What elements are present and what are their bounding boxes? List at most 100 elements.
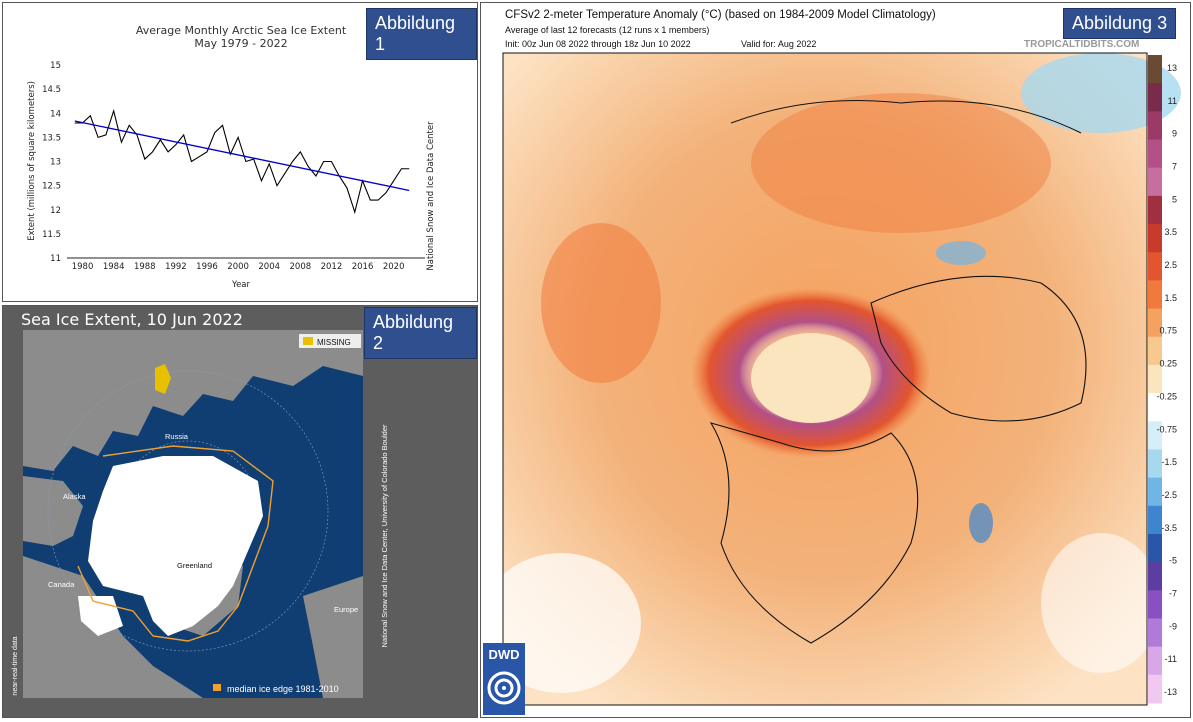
colorbar-swatch	[1148, 111, 1162, 141]
y-axis-label: Extent (millions of square kilometers)	[27, 81, 37, 241]
sea-ice-map-panel: Sea Ice Extent, 10 Jun 2022 Abbildung 2 …	[2, 305, 478, 718]
colorbar-label: 3.5	[1164, 227, 1177, 237]
chart-title: Average Monthly Arctic Sea Ice Extent	[136, 24, 347, 37]
valid-text: Valid for: Aug 2022	[741, 39, 817, 49]
colorbar: 13 11 9 7 5 3.5 2.5 1.5 0.75 0.25 -0.25 -0.75 -1.5 -2…	[1148, 55, 1177, 704]
median-ice-edge-line	[77, 445, 274, 642]
colorbar-label: -0.25	[1156, 391, 1177, 401]
colorbar-swatch	[1148, 449, 1162, 479]
y-tick-label: 12.5	[42, 182, 61, 192]
map-title: Sea Ice Extent, 10 Jun 2022	[21, 310, 243, 329]
y-tick-label: 14.5	[42, 85, 61, 95]
x-tick-label: 2004	[258, 262, 280, 272]
eurasia-outline	[870, 275, 1087, 422]
arctic-ice-map: MISSING median ice edge 1981-2010 Russia…	[12, 330, 389, 698]
y-tick-label: 12	[50, 206, 61, 216]
colorbar-label: -13	[1164, 687, 1177, 697]
colorbar-label: -1.5	[1161, 457, 1177, 467]
init-text: Init: 00z Jun 08 2022 through 18z Jun 10…	[505, 39, 691, 49]
cold-anomaly-patch	[1021, 53, 1181, 133]
dwd-swirl-icon	[487, 671, 521, 705]
chart-subtitle: May 1979 - 2022	[194, 37, 287, 50]
anomaly-title: CFSv2 2-meter Temperature Anomaly (°C) (…	[505, 9, 936, 21]
label-greenland: Greenland	[177, 561, 212, 570]
colorbar-swatch	[1148, 139, 1162, 169]
x-tick-label: 1992	[165, 262, 187, 272]
x-tick-label: 1984	[103, 262, 125, 272]
colorbar-swatch	[1148, 505, 1162, 535]
abbildung-3-badge: Abbildung 3	[1063, 8, 1177, 39]
y-tick-label: 11.5	[42, 230, 61, 240]
colorbar-label: 13	[1167, 63, 1177, 73]
europe-land	[303, 576, 363, 698]
colorbar-label: 5	[1172, 194, 1177, 204]
x-tick-label: 1996	[196, 262, 218, 272]
north-america-outline	[709, 422, 919, 644]
missing-legend-swatch	[303, 337, 313, 345]
colorbar-swatch	[1148, 674, 1162, 704]
colorbar-label: 2.5	[1164, 260, 1177, 270]
colorbar-swatch	[1148, 590, 1162, 619]
colorbar-swatch	[1148, 533, 1162, 563]
y-tick-label: 15	[50, 61, 61, 71]
missing-legend-label: MISSING	[317, 338, 351, 347]
y-tick-label: 13	[50, 158, 61, 168]
anomaly-map: 13 11 9 7 5 3.5 2.5 1.5 0.75 0.25 -0.25 -0.75 -1.5 -2…	[481, 52, 1181, 706]
colorbar-swatch	[1148, 618, 1162, 648]
x-tick-label: 2012	[321, 262, 343, 272]
abbildung-2-badge: Abbildung 2	[364, 307, 477, 359]
colorbar-swatch	[1148, 252, 1162, 281]
watermark: TROPICALTIDBITS.COM	[1024, 39, 1140, 50]
x-axis-label: Year	[231, 280, 251, 290]
label-alaska: Alaska	[63, 492, 86, 501]
trend-line	[74, 120, 410, 192]
colorbar-label: 11	[1168, 96, 1177, 106]
y-tick-label: 14	[50, 109, 61, 119]
colorbar-swatch	[1148, 308, 1162, 338]
colorbar-swatch	[1148, 280, 1162, 310]
colorbar-swatch	[1148, 224, 1162, 253]
x-tick-label: 2008	[290, 262, 312, 272]
alaska-land	[23, 476, 83, 546]
colorbar-label: -5	[1169, 556, 1177, 566]
colorbar-label: -7	[1169, 588, 1177, 598]
label-europe: Europe	[334, 605, 358, 614]
colorbar-swatch	[1148, 421, 1162, 450]
colorbar-swatch	[1148, 195, 1162, 225]
x-tick-label: 2016	[352, 262, 374, 272]
colorbar-swatch	[1148, 83, 1162, 112]
colorbar-label: -9	[1169, 621, 1177, 631]
colorbar-label: -3.5	[1161, 523, 1177, 533]
dwd-logo-text: DWD	[488, 647, 520, 662]
colorbar-swatch	[1148, 55, 1162, 84]
label-russia: Russia	[165, 432, 189, 441]
side-credit: National Snow and Ice Data Center, Unive…	[380, 424, 389, 648]
colorbar-swatch	[1148, 364, 1162, 394]
colorbar-label: -0.75	[1156, 424, 1177, 434]
colorbar-swatch	[1148, 167, 1162, 197]
colorbar-label: 0.25	[1159, 359, 1177, 369]
colorbar-swatch	[1148, 477, 1162, 507]
colorbar-swatch	[1148, 336, 1162, 366]
extent-series-line	[74, 108, 410, 215]
source-label: National Snow and Ice Data Center	[426, 121, 436, 271]
temperature-anomaly-panel: CFSv2 2-meter Temperature Anomaly (°C) (…	[480, 2, 1191, 718]
colorbar-label: -2.5	[1161, 490, 1177, 500]
sea-ice-line-chart: Average Monthly Arctic Sea Ice Extent Ma…	[27, 24, 436, 290]
colorbar-label: 1.5	[1164, 293, 1177, 303]
anomaly-subtitle: Average of last 12 forecasts (12 runs x …	[505, 25, 710, 35]
label-canada: Canada	[48, 580, 75, 589]
colorbar-label: -11	[1165, 654, 1177, 664]
median-legend-label: median ice edge 1981-2010	[227, 684, 339, 694]
x-tick-label: 1980	[72, 262, 94, 272]
colorbar-label: 7	[1172, 162, 1177, 172]
sea-ice-extent-chart-panel: Average Monthly Arctic Sea Ice Extent Ma…	[2, 2, 478, 302]
abbildung-1-badge: Abbildung 1	[366, 8, 477, 60]
colorbar-swatch	[1148, 562, 1162, 591]
side-note: near-real-time data	[12, 636, 19, 695]
y-tick-label: 11	[50, 254, 61, 264]
colorbar-swatch	[1148, 393, 1162, 422]
x-tick-label: 2020	[383, 262, 405, 272]
eurasia-land	[23, 330, 363, 471]
colorbar-label: 9	[1172, 129, 1177, 139]
